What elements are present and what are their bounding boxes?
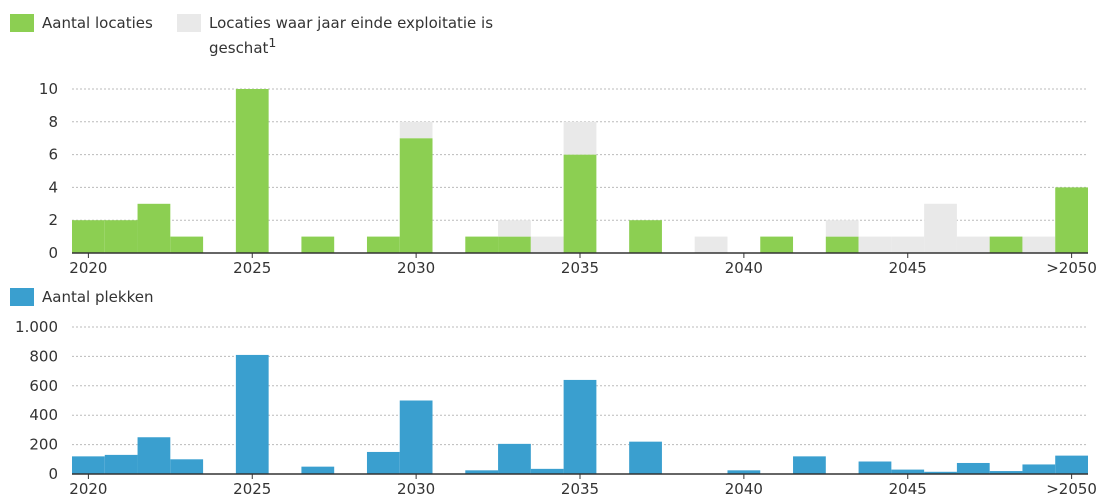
locaties-y-tick-label: 10 xyxy=(39,80,58,98)
legend-item-locaties: Aantal locaties xyxy=(10,14,153,33)
locaties-bar xyxy=(629,220,662,253)
plekken-y-tick-label: 800 xyxy=(29,347,58,365)
plekken-bar xyxy=(170,459,204,474)
locaties-bar xyxy=(563,121,597,155)
locaties-bar xyxy=(72,220,105,253)
locaties-y-tick-label: 0 xyxy=(48,244,58,262)
legend-swatch-grey xyxy=(177,14,201,32)
plekken-y-tick-label: 600 xyxy=(29,377,58,395)
plekken-bar xyxy=(235,354,269,474)
locaties-bar xyxy=(465,236,499,253)
plekken-bar xyxy=(563,379,597,474)
locaties-bar xyxy=(104,220,138,253)
plekken-bar xyxy=(858,461,892,474)
legend-label-geschat-wrap: Locaties waar jaar einde exploitatie is … xyxy=(209,14,539,58)
plekken-bar xyxy=(399,400,433,474)
legend-footnote-marker: 1 xyxy=(268,35,277,50)
legend-item-geschat: Locaties waar jaar einde exploitatie is … xyxy=(177,14,539,58)
locaties-bar xyxy=(170,236,204,253)
plekken-bar xyxy=(104,454,138,474)
plekken-bar xyxy=(891,469,925,474)
locaties-bar xyxy=(235,89,269,253)
plekken-bar xyxy=(629,441,662,474)
plekken-x-tick-label: 2025 xyxy=(233,480,271,498)
locaties-bar xyxy=(530,236,564,253)
locaties-x-tick-label: 2025 xyxy=(233,259,271,277)
plekken-y-tick-label: 200 xyxy=(29,436,58,454)
plekken-bar xyxy=(1022,464,1056,474)
locaties-bar xyxy=(989,236,1023,253)
plekken-bar xyxy=(530,468,564,474)
locaties-bar xyxy=(1055,187,1088,253)
plekken-bar xyxy=(498,443,531,474)
plekken-x-tick-label: 2030 xyxy=(397,480,435,498)
locaties-bar xyxy=(399,121,433,139)
locaties-bar xyxy=(924,203,957,253)
locaties-bar xyxy=(891,236,925,253)
locaties-bar xyxy=(956,236,990,253)
locaties-bar xyxy=(498,236,531,253)
plekken-bar xyxy=(72,456,105,474)
plekken-x-tick-label: 2020 xyxy=(69,480,107,498)
plekken-bar xyxy=(1055,455,1088,474)
locaties-bar xyxy=(825,220,859,237)
plekken-bar xyxy=(924,471,957,474)
legend-swatch-green xyxy=(10,14,34,32)
locaties-x-tick-label: 2040 xyxy=(725,259,763,277)
plekken-bar xyxy=(465,470,499,474)
locaties-y-tick-label: 2 xyxy=(48,211,58,229)
legend-item-plekken: Aantal plekken xyxy=(10,288,153,307)
locaties-y-tick-label: 4 xyxy=(48,178,58,196)
locaties-bar xyxy=(694,236,728,253)
locaties-bar xyxy=(1022,236,1056,253)
plekken-x-tick-label: >2050 xyxy=(1046,480,1097,498)
locaties-x-tick-label: >2050 xyxy=(1046,259,1097,277)
plekken-x-tick-label: 2045 xyxy=(889,480,927,498)
locaties-bar xyxy=(498,220,531,237)
locaties-bar xyxy=(825,236,859,253)
locaties-bar xyxy=(301,236,335,253)
plekken-x-tick-label: 2040 xyxy=(725,480,763,498)
plekken-y-tick-label: 1.000 xyxy=(15,318,58,336)
plekken-bar xyxy=(137,437,171,474)
plekken-bar xyxy=(301,466,335,474)
legend-label-geschat: Locaties waar jaar einde exploitatie is … xyxy=(209,14,494,57)
plekken-y-tick-label: 400 xyxy=(29,406,58,424)
locaties-x-tick-label: 2030 xyxy=(397,259,435,277)
legend-label-plekken: Aantal plekken xyxy=(42,288,154,306)
locaties-y-tick-label: 8 xyxy=(48,113,58,131)
legend-swatch-blue xyxy=(10,288,34,306)
legend-label-locaties: Aantal locaties xyxy=(42,14,153,32)
locaties-bar xyxy=(366,236,400,253)
plekken-y-tick-label: 0 xyxy=(48,465,58,483)
plekken-bar xyxy=(989,471,1023,474)
plekken-bar xyxy=(366,451,400,474)
locaties-bar xyxy=(399,138,433,253)
locaties-x-tick-label: 2035 xyxy=(561,259,599,277)
locaties-y-tick-label: 6 xyxy=(48,146,58,164)
locaties-bar xyxy=(563,154,597,253)
locaties-x-tick-label: 2020 xyxy=(69,259,107,277)
plekken-x-tick-label: 2035 xyxy=(561,480,599,498)
plekken-bar xyxy=(727,470,761,474)
locaties-bar xyxy=(858,236,892,253)
locaties-bar xyxy=(137,203,171,253)
locaties-bar xyxy=(760,236,794,253)
plekken-bar xyxy=(956,462,990,474)
locaties-x-tick-label: 2045 xyxy=(889,259,927,277)
plekken-bar xyxy=(793,456,826,474)
